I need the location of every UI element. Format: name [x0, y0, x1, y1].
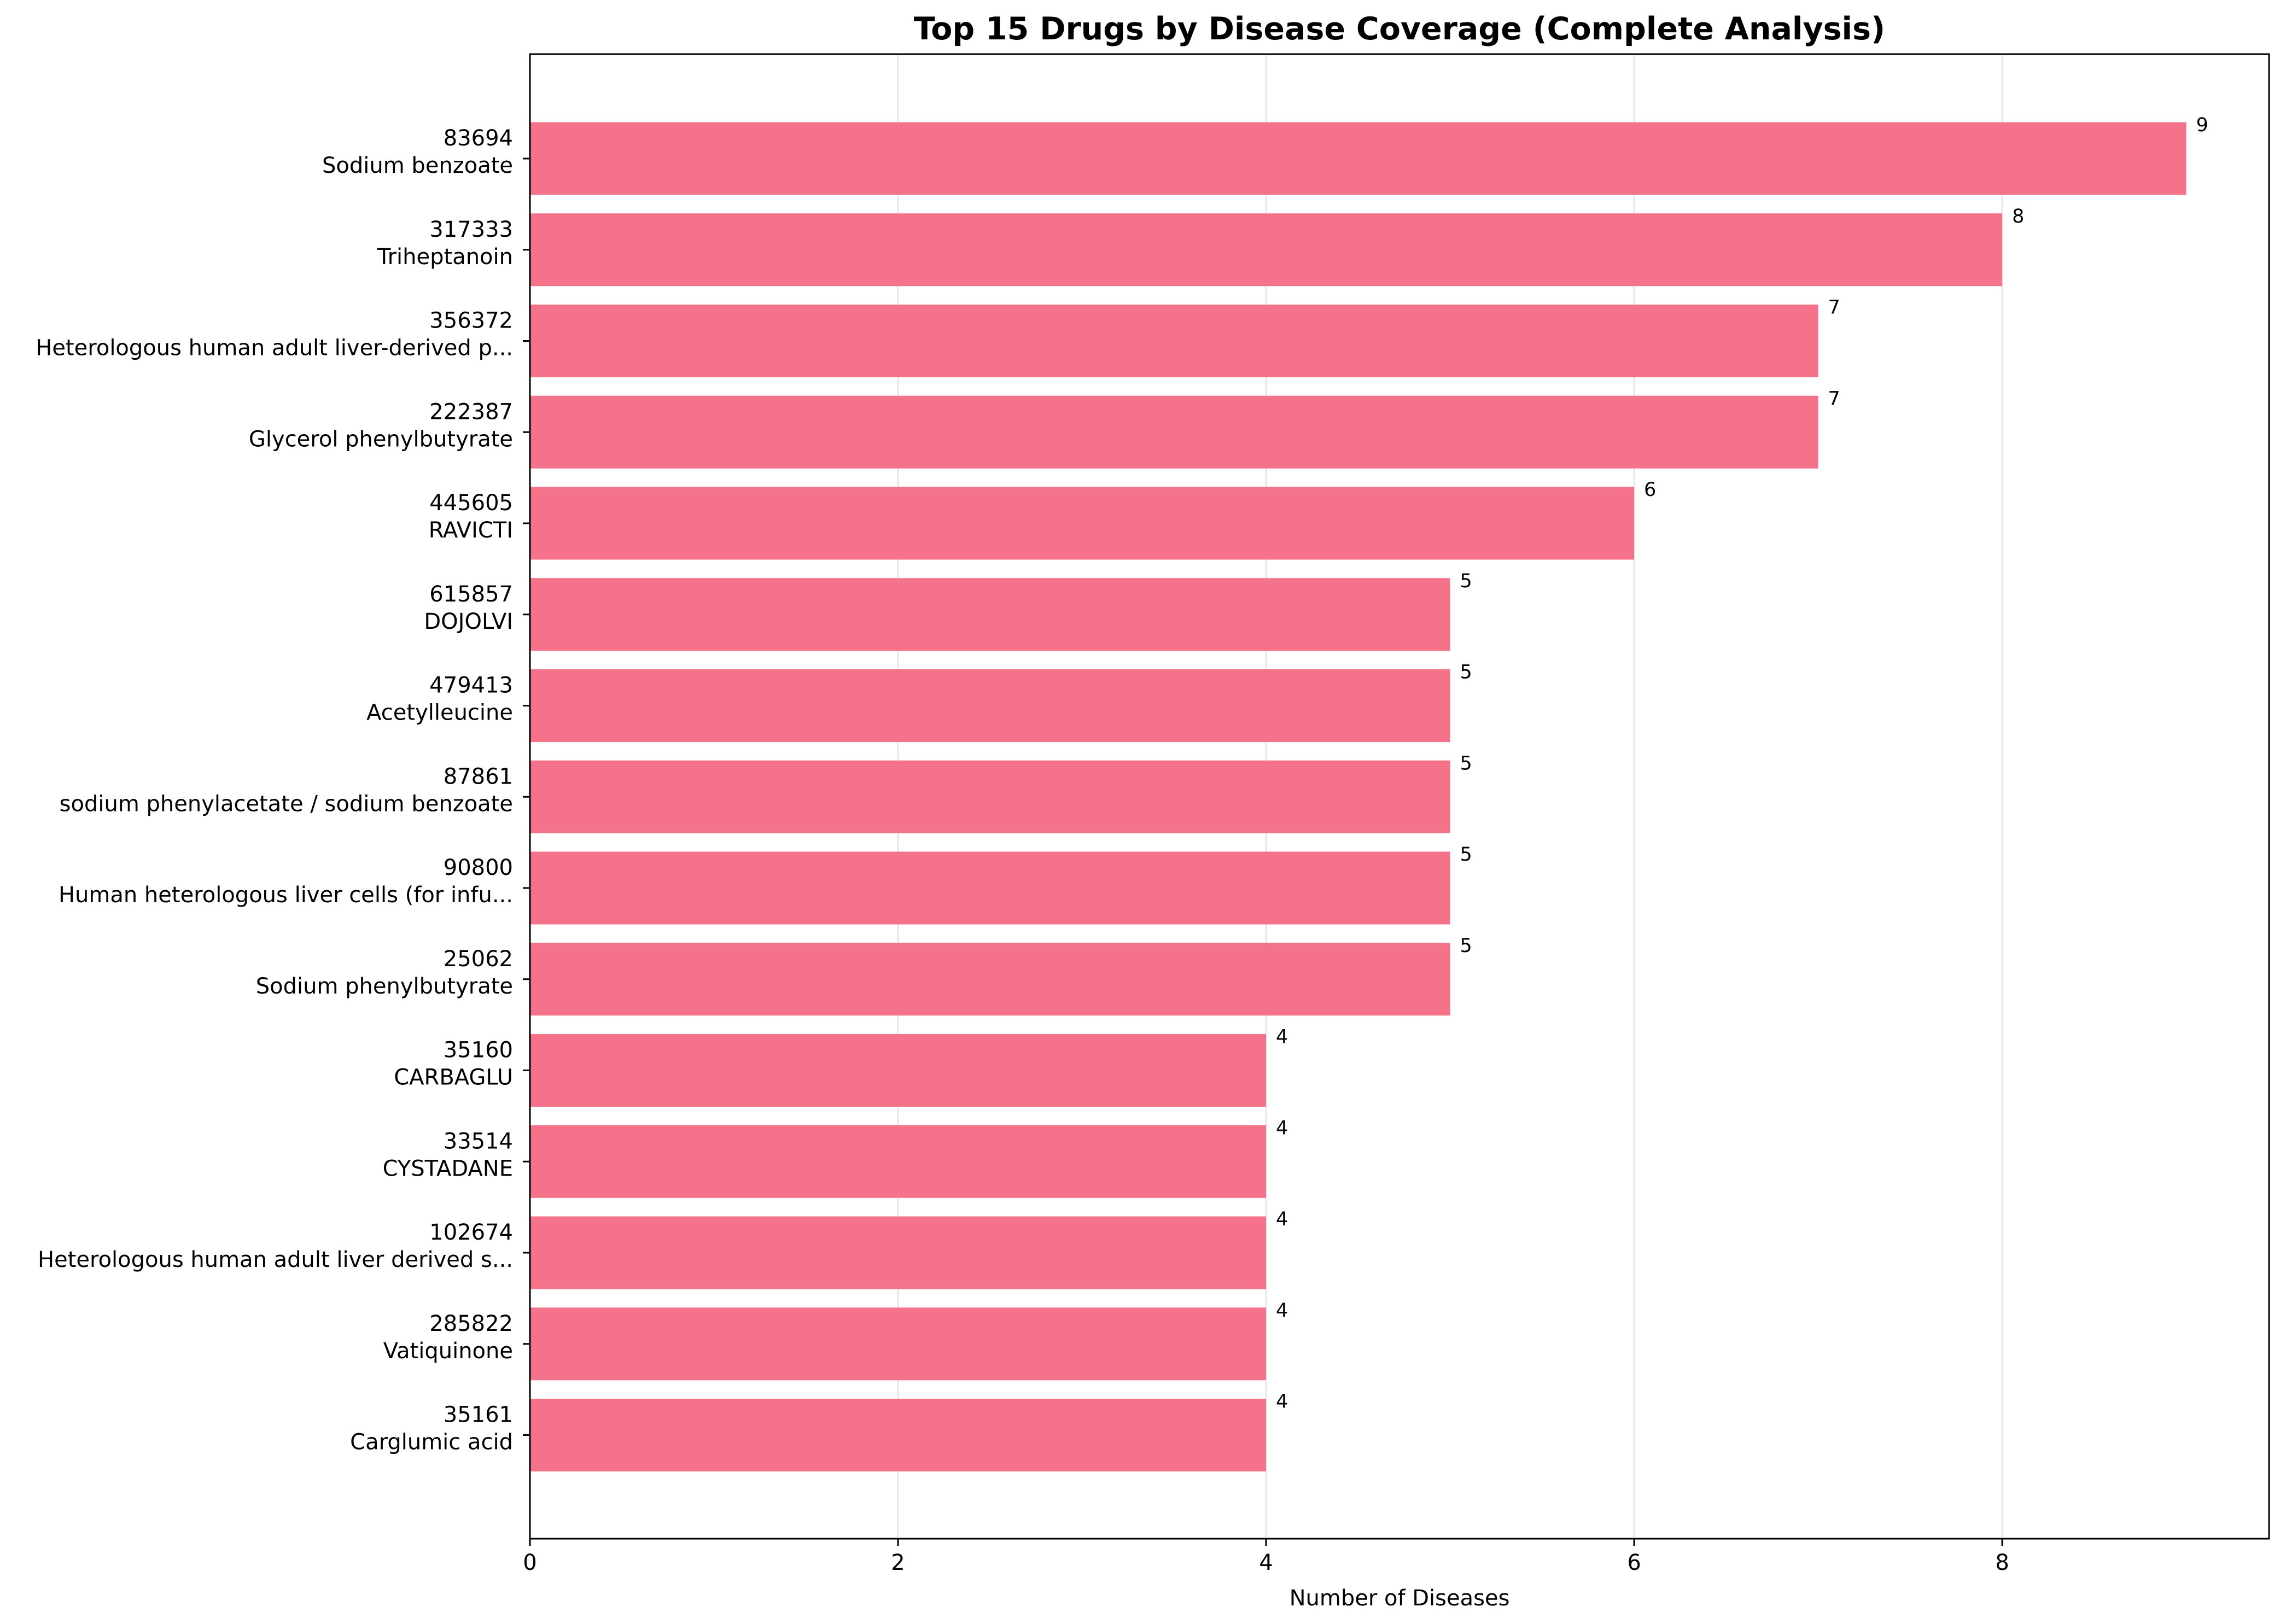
x-tick-label: 4	[1259, 1550, 1273, 1575]
bar	[530, 1399, 1267, 1471]
y-tick-label-name: Heterologous human adult liver-derived p…	[36, 336, 513, 361]
x-axis-label: Number of Diseases	[1290, 1586, 1510, 1611]
x-tick-label: 8	[1995, 1550, 2009, 1575]
x-tick-label: 0	[523, 1550, 537, 1575]
y-tick-label-id: 35160	[444, 1038, 513, 1063]
bar	[530, 1216, 1267, 1289]
y-tick-label-id: 356372	[429, 308, 513, 334]
y-tick-label-id: 445605	[429, 490, 513, 516]
bar	[530, 122, 2186, 195]
bar	[530, 1307, 1267, 1381]
y-tick-label-name: Sodium benzoate	[322, 153, 513, 178]
bar	[530, 760, 1450, 833]
y-tick-label-id: 25062	[444, 947, 513, 972]
y-tick-label-id: 35161	[444, 1403, 513, 1428]
y-tick-label-name: CARBAGLU	[394, 1065, 513, 1090]
bar-value-label: 5	[1460, 935, 1472, 957]
bar-value-label: 5	[1460, 662, 1472, 684]
y-tick-label-name: Human heterologous liver cells (for infu…	[59, 883, 513, 908]
y-tick-label-name: CYSTADANE	[383, 1156, 513, 1181]
y-tick-label-name: Sodium phenylbutyrate	[256, 974, 513, 999]
x-axis-ticks: 0 2 4 6 8	[523, 1539, 2009, 1575]
y-tick-label-name: Heterologous human adult liver derived s…	[38, 1247, 513, 1272]
y-tick-label-name: sodium phenylacetate / sodium benzoate	[60, 791, 513, 816]
bar-value-label: 5	[1460, 844, 1472, 866]
bar	[530, 669, 1450, 742]
y-tick-label-name: Acetylleucine	[366, 700, 513, 726]
bar-value-label: 4	[1276, 1300, 1288, 1322]
y-tick-label-id: 222387	[429, 399, 513, 424]
y-tick-label-name: Glycerol phenylbutyrate	[249, 427, 513, 452]
bar-value-label: 9	[2196, 114, 2208, 136]
bar	[530, 395, 1818, 469]
bar-value-label: 7	[1828, 388, 1840, 410]
bar	[530, 487, 1635, 560]
bar-value-label: 4	[1276, 1208, 1288, 1230]
y-tick-label-id: 83694	[444, 126, 513, 151]
y-tick-label-name: Vatiquinone	[383, 1339, 513, 1364]
bar	[530, 943, 1450, 1016]
bar	[530, 305, 1818, 377]
bar	[530, 1034, 1267, 1107]
x-tick-label: 2	[891, 1550, 905, 1575]
bar-value-label: 4	[1276, 1117, 1288, 1139]
chart-title: Top 15 Drugs by Disease Coverage (Comple…	[914, 11, 1885, 47]
y-tick-label-id: 615857	[429, 582, 513, 607]
y-tick-label-name: Carglumic acid	[350, 1430, 513, 1455]
bars	[530, 122, 2186, 1471]
y-tick-label-name: RAVICTI	[429, 518, 513, 543]
y-tick-label-name: DOJOLVI	[424, 609, 513, 634]
bar-value-label: 8	[2012, 206, 2024, 227]
y-tick-label-id: 87861	[444, 764, 513, 789]
value-labels: 9 8 7 7 6 5 5 5 5 5 4 4 4 4 4	[1276, 114, 2208, 1413]
bar-value-label: 6	[1644, 479, 1656, 501]
bar-value-label: 5	[1460, 752, 1472, 774]
y-tick-label-id: 479413	[429, 673, 513, 698]
y-tick-label-id: 90800	[444, 855, 513, 880]
y-tick-label-id: 317333	[429, 217, 513, 242]
bar-value-label: 4	[1276, 1391, 1288, 1413]
x-tick-label: 6	[1627, 1550, 1641, 1575]
y-tick-label-id: 285822	[429, 1311, 513, 1336]
bar	[530, 578, 1450, 651]
bar	[530, 1125, 1267, 1198]
y-tick-label-id: 33514	[444, 1129, 513, 1154]
bar	[530, 851, 1450, 925]
y-tick-label-id: 102674	[429, 1220, 513, 1245]
bar-value-label: 4	[1276, 1026, 1288, 1048]
bar	[530, 213, 2003, 287]
bar-value-label: 5	[1460, 570, 1472, 592]
bar-value-label: 7	[1828, 297, 1840, 319]
y-tick-label-name: Triheptanoin	[377, 244, 513, 270]
